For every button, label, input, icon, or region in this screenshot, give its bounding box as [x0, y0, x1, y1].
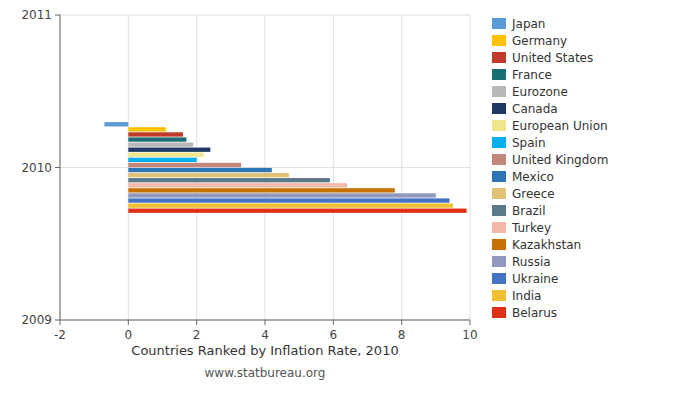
legend-swatch	[492, 137, 506, 148]
bar	[128, 209, 466, 213]
bar	[128, 173, 289, 177]
bar	[128, 153, 203, 157]
tick-x	[128, 320, 129, 325]
tick-x	[401, 320, 402, 325]
tick-label-y: 2009	[21, 313, 52, 327]
legend-swatch	[492, 239, 506, 250]
tick-label-x: 2	[193, 328, 201, 342]
legend-label: Brazil	[512, 204, 546, 218]
grid-line-x	[60, 15, 61, 320]
legend-swatch	[492, 307, 506, 318]
legend-swatch	[492, 154, 506, 165]
legend-swatch	[492, 205, 506, 216]
legend-label: Canada	[512, 102, 558, 116]
tick-label-x: -2	[54, 328, 66, 342]
bar	[128, 142, 193, 146]
legend-swatch	[492, 35, 506, 46]
bar	[128, 183, 347, 187]
legend-label: United Kingdom	[512, 153, 608, 167]
legend-label: Belarus	[512, 306, 557, 320]
grid-line-y	[60, 15, 470, 16]
legend-swatch	[492, 256, 506, 267]
bar	[128, 188, 395, 192]
tick-label-x: 0	[125, 328, 133, 342]
legend-label: Turkey	[511, 221, 551, 235]
tick-y	[55, 15, 60, 16]
legend-label: Kazakhstan	[512, 238, 581, 252]
axes: -2 0 2 4 6 8 10 2009 2010 2011	[21, 8, 477, 342]
bar	[128, 163, 241, 167]
legend: Japan Germany United States France Eurozone C…	[492, 17, 608, 320]
tick-label-y: 2010	[21, 161, 52, 175]
grid-line-y	[60, 320, 470, 321]
tick-x	[60, 320, 61, 325]
axis-line-y	[60, 15, 61, 320]
legend-label: France	[512, 68, 552, 82]
bars	[104, 122, 466, 213]
legend-label: Eurozone	[512, 85, 568, 99]
legend-swatch	[492, 69, 506, 80]
legend-swatch	[492, 103, 506, 114]
chart: -2 0 2 4 6 8 10 2009 2010 2011 Japan Germany United …	[0, 0, 700, 400]
bar	[128, 137, 186, 141]
bar	[128, 193, 436, 197]
legend-swatch	[492, 222, 506, 233]
bar	[104, 122, 128, 126]
bar	[128, 132, 183, 136]
bar	[128, 168, 271, 172]
bar	[128, 203, 453, 207]
axis-line-x	[60, 320, 470, 321]
legend-swatch	[492, 52, 506, 63]
legend-swatch	[492, 290, 506, 301]
tick-label-x: 10	[462, 328, 477, 342]
legend-label: United States	[512, 51, 593, 65]
tick-y	[55, 320, 60, 321]
tick-x	[265, 320, 266, 325]
tick-x	[470, 320, 471, 325]
tick-x	[333, 320, 334, 325]
title: Countries Ranked by Inflation Rate, 2010	[131, 343, 398, 358]
legend-swatch	[492, 120, 506, 131]
legend-swatch	[492, 188, 506, 199]
legend-swatch	[492, 18, 506, 29]
bar	[128, 158, 196, 162]
tick-label-y: 2011	[21, 8, 52, 22]
subtitle: www.statbureau.org	[205, 366, 326, 380]
bar	[128, 148, 210, 152]
tick-y	[55, 167, 60, 168]
legend-label: Mexico	[512, 170, 554, 184]
legend-swatch	[492, 273, 506, 284]
tick-x	[196, 320, 197, 325]
legend-label: Ukraine	[512, 272, 558, 286]
legend-swatch	[492, 86, 506, 97]
bar	[128, 127, 166, 131]
legend-label: Greece	[512, 187, 555, 201]
tick-label-x: 4	[261, 328, 269, 342]
grid-line-y	[60, 167, 470, 168]
legend-label: India	[512, 289, 541, 303]
legend-swatch	[492, 171, 506, 182]
legend-label: Spain	[512, 136, 546, 150]
legend-label: Russia	[512, 255, 551, 269]
bar	[128, 178, 330, 182]
tick-label-x: 8	[398, 328, 406, 342]
legend-label: European Union	[512, 119, 608, 133]
legend-label: Japan	[511, 17, 545, 31]
grid	[60, 15, 470, 320]
bar	[128, 198, 449, 202]
legend-label: Germany	[512, 34, 567, 48]
tick-label-x: 6	[330, 328, 338, 342]
